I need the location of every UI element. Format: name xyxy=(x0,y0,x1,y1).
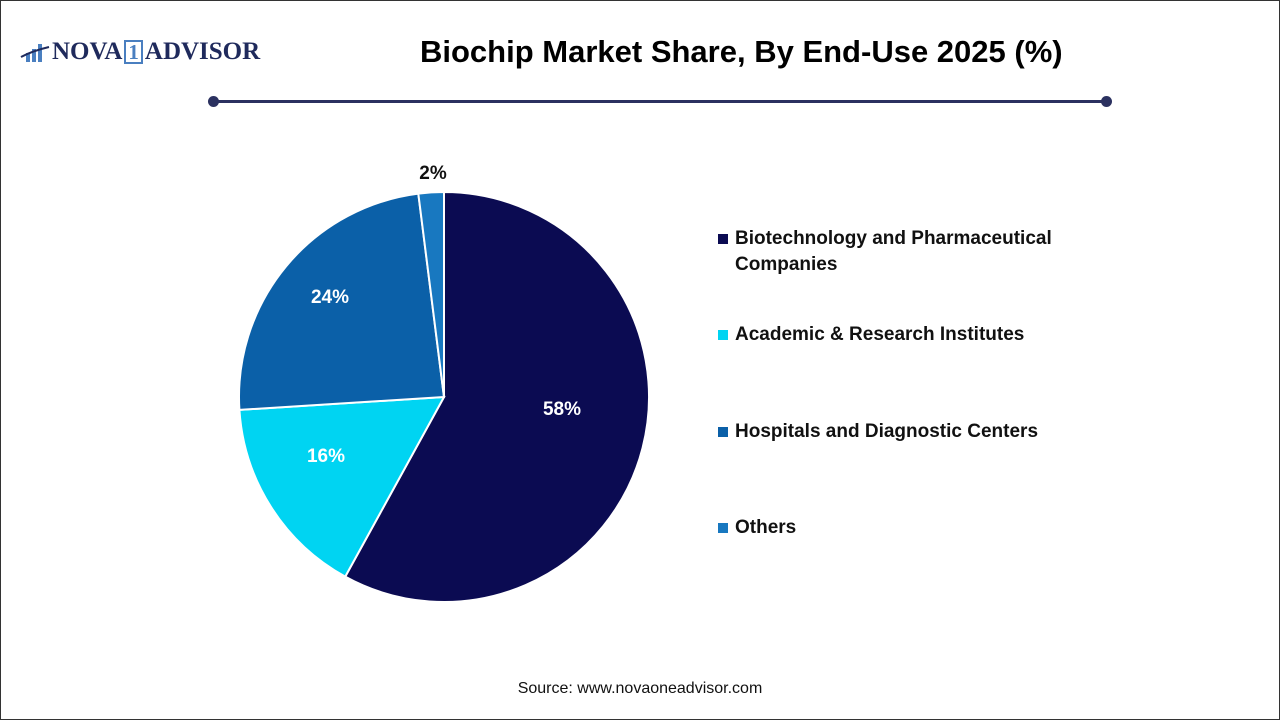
pie-slice-2 xyxy=(238,192,446,411)
title-divider xyxy=(213,100,1106,103)
legend-item-3: Others xyxy=(718,515,1078,541)
legend-label: Biotechnology and Pharmaceutical Compani… xyxy=(735,228,1052,275)
legend-item-1: Academic & Research Institutes xyxy=(718,322,1078,348)
legend-swatch xyxy=(718,523,728,533)
legend-item-2: Hospitals and Diagnostic Centers xyxy=(718,419,1078,445)
logo-text-left: NOVA xyxy=(52,38,123,65)
legend-label: Hospitals and Diagnostic Centers xyxy=(735,421,1039,442)
legend-swatch xyxy=(718,427,728,437)
logo-text-one: 1 xyxy=(124,40,143,64)
divider-dot-right xyxy=(1101,96,1112,107)
bar-chart-logo-icon xyxy=(20,44,50,62)
legend-label: Others xyxy=(735,517,797,538)
data-label-0: 58% xyxy=(543,399,581,420)
legend-swatch xyxy=(718,234,728,244)
legend-label: Academic & Research Institutes xyxy=(735,324,1025,345)
chart-title: Biochip Market Share, By End-Use 2025 (%… xyxy=(420,34,1063,69)
logo: NOVA 1 ADVISOR xyxy=(20,38,260,66)
pie-slice-3 xyxy=(417,190,445,398)
logo-text-right: ADVISOR xyxy=(144,38,261,65)
data-label-3: 2% xyxy=(419,163,447,184)
data-label-2: 24% xyxy=(311,287,349,308)
source-note: Source: www.novaoneadvisor.com xyxy=(517,680,763,697)
legend-item-0: Biotechnology and Pharmaceutical Compani… xyxy=(718,226,1078,278)
divider-dot-left xyxy=(208,96,219,107)
pie-slice-1 xyxy=(238,395,446,579)
legend-swatch xyxy=(718,330,728,340)
data-label-1: 16% xyxy=(307,446,345,467)
pie-slice-0 xyxy=(343,190,650,603)
